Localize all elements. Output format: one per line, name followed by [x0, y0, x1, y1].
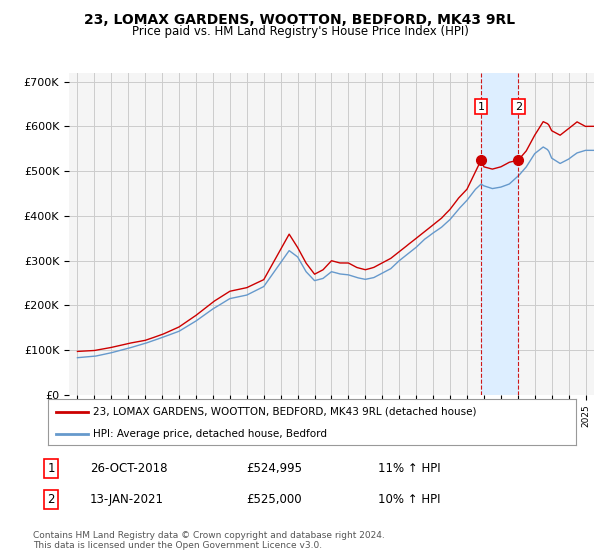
Text: Contains HM Land Registry data © Crown copyright and database right 2024.
This d: Contains HM Land Registry data © Crown c…: [33, 531, 385, 550]
Text: 1: 1: [478, 101, 485, 111]
Text: 2: 2: [47, 493, 55, 506]
Text: Price paid vs. HM Land Registry's House Price Index (HPI): Price paid vs. HM Land Registry's House …: [131, 25, 469, 38]
Text: 11% ↑ HPI: 11% ↑ HPI: [378, 462, 440, 475]
Text: 23, LOMAX GARDENS, WOOTTON, BEDFORD, MK43 9RL: 23, LOMAX GARDENS, WOOTTON, BEDFORD, MK4…: [85, 13, 515, 27]
Text: 13-JAN-2021: 13-JAN-2021: [90, 493, 164, 506]
Text: £524,995: £524,995: [246, 462, 302, 475]
Text: 23, LOMAX GARDENS, WOOTTON, BEDFORD, MK43 9RL (detached house): 23, LOMAX GARDENS, WOOTTON, BEDFORD, MK4…: [93, 407, 476, 417]
Text: HPI: Average price, detached house, Bedford: HPI: Average price, detached house, Bedf…: [93, 429, 327, 438]
Bar: [481, 73, 518, 395]
Text: 26-OCT-2018: 26-OCT-2018: [90, 462, 167, 475]
Text: 1: 1: [47, 462, 55, 475]
Text: 10% ↑ HPI: 10% ↑ HPI: [378, 493, 440, 506]
Text: £525,000: £525,000: [246, 493, 302, 506]
Text: 2: 2: [515, 101, 522, 111]
